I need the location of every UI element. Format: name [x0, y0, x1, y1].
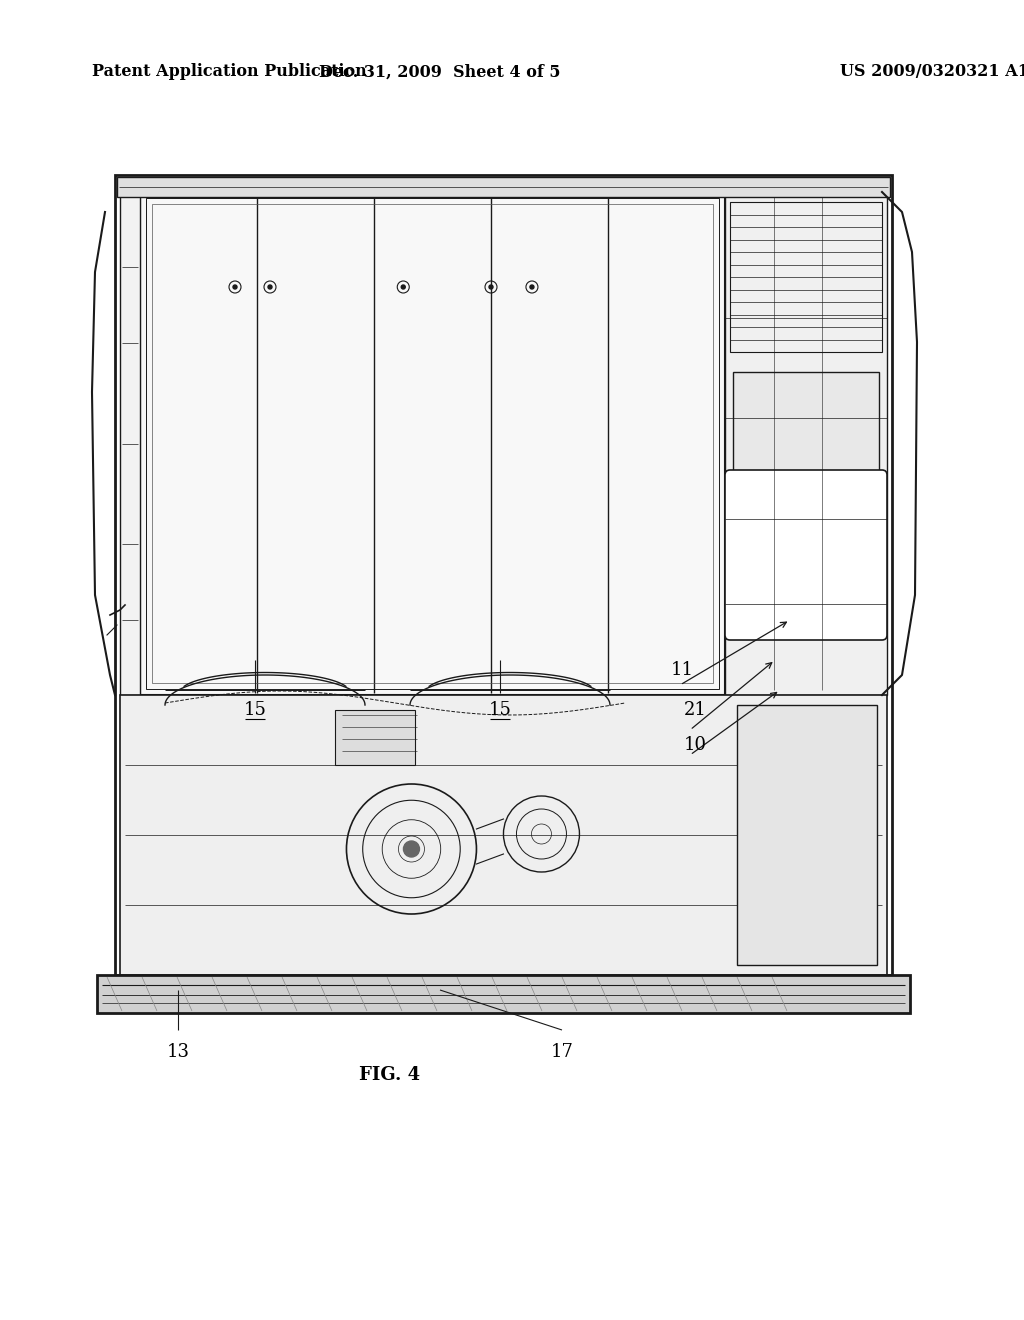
Text: 15: 15	[488, 701, 511, 719]
Bar	[140, 191, 725, 696]
Text: Patent Application Publication: Patent Application Publication	[92, 63, 367, 81]
Circle shape	[268, 285, 272, 289]
Text: 13: 13	[167, 1043, 189, 1061]
Bar	[733, 372, 879, 543]
Text: 10: 10	[683, 737, 707, 754]
Bar	[335, 710, 415, 766]
Text: FIG. 4: FIG. 4	[359, 1067, 421, 1084]
Circle shape	[489, 285, 493, 289]
Circle shape	[530, 285, 534, 289]
Bar	[97, 975, 910, 1012]
Bar	[730, 202, 882, 352]
Text: 11: 11	[671, 661, 693, 678]
Text: Dec. 31, 2009  Sheet 4 of 5: Dec. 31, 2009 Sheet 4 of 5	[319, 63, 561, 81]
Bar	[152, 205, 713, 682]
Bar	[120, 696, 887, 975]
Text: US 2009/0320321 A1: US 2009/0320321 A1	[840, 63, 1024, 81]
Bar	[737, 705, 877, 965]
Circle shape	[403, 841, 420, 857]
Text: 17: 17	[551, 1043, 573, 1061]
Bar	[146, 198, 719, 689]
Circle shape	[233, 285, 237, 289]
Bar	[115, 176, 892, 975]
FancyBboxPatch shape	[725, 470, 887, 640]
Circle shape	[401, 285, 406, 289]
Bar	[120, 191, 140, 696]
Bar	[725, 191, 887, 696]
Text: 21: 21	[684, 701, 707, 719]
Text: 15: 15	[244, 701, 266, 719]
Bar	[117, 177, 890, 197]
